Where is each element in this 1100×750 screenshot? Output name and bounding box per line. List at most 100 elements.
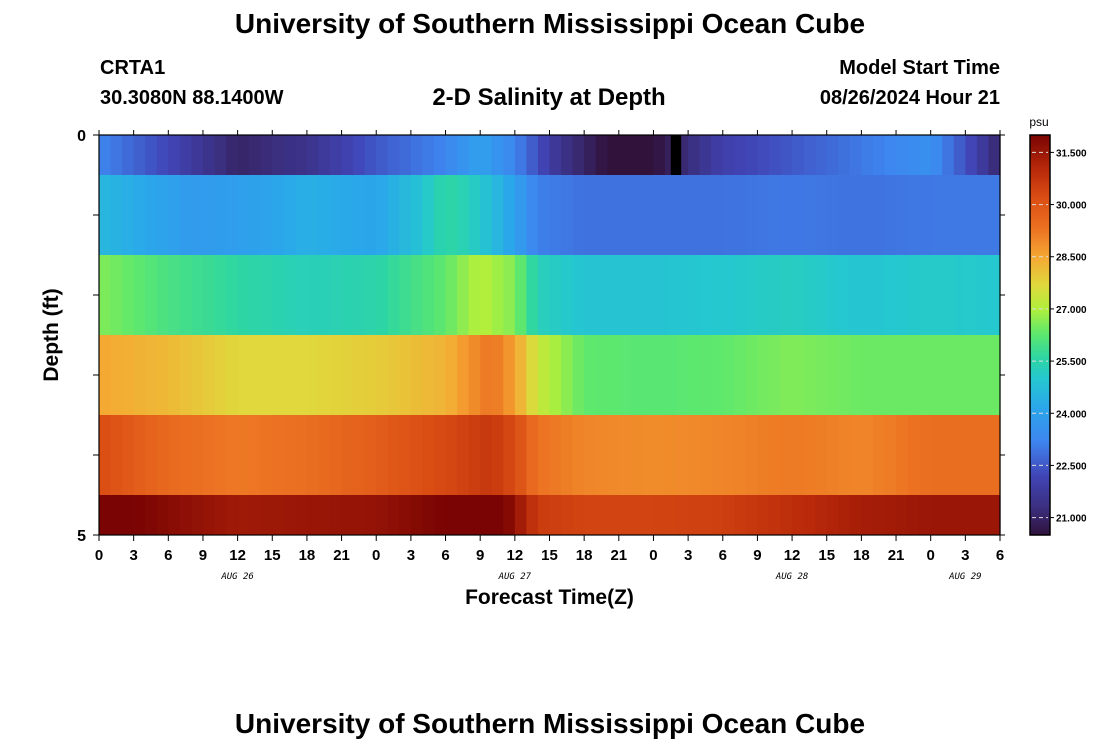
x-tick-label: 18 (853, 547, 870, 564)
heatmap-cell (480, 175, 493, 255)
heatmap-cell (699, 415, 712, 495)
heatmap-cell (133, 135, 146, 175)
heatmap-cell (306, 175, 320, 255)
heatmap-cell (665, 495, 678, 535)
heatmap-cell (988, 255, 1001, 335)
x-date-label: AUG 26 (220, 572, 254, 582)
heatmap-cell (815, 415, 828, 495)
heatmap-cell (722, 175, 735, 255)
heatmap-cell (618, 415, 631, 495)
heatmap-cell (202, 335, 216, 415)
heatmap-cell (907, 255, 920, 335)
heatmap-cell (353, 175, 366, 255)
heatmap-cell (607, 135, 620, 175)
x-tick-label: 6 (164, 547, 172, 564)
heatmap-cell (872, 255, 886, 335)
heatmap-cell (919, 335, 932, 415)
heatmap-cell (99, 495, 112, 535)
heatmap-cell (930, 255, 943, 335)
heatmap-cell (711, 255, 724, 335)
heatmap-cell (179, 415, 193, 495)
depth-layer (99, 495, 1001, 535)
heatmap-cell (584, 415, 597, 495)
heatmap-cell (688, 335, 701, 415)
heatmap-cell (468, 135, 481, 175)
heatmap-cell (792, 255, 805, 335)
heatmap-cell (399, 495, 412, 535)
heatmap-cell (884, 255, 897, 335)
heatmap-cell (849, 495, 862, 535)
heatmap-cell (399, 255, 412, 335)
heatmap-cell (803, 175, 816, 255)
heatmap-cell (803, 135, 816, 175)
heatmap-cell (607, 415, 620, 495)
heatmap-cell (584, 495, 597, 535)
y-axis-label: Depth (ft) (40, 288, 63, 381)
x-tick-label: 15 (818, 547, 835, 564)
heatmap-cell (907, 175, 920, 255)
heatmap-cell (480, 335, 493, 415)
heatmap-cell (214, 175, 227, 255)
heatmap-cell (468, 415, 481, 495)
heatmap-cell (665, 175, 678, 255)
heatmap-cell (156, 135, 169, 175)
heatmap-cell (457, 135, 470, 175)
heatmap-cell (861, 255, 874, 335)
heatmap-cell (861, 415, 874, 495)
heatmap-cell (988, 415, 1001, 495)
heatmap-cell (387, 495, 400, 535)
x-tick-label: 0 (95, 547, 103, 564)
heatmap-cell (445, 415, 458, 495)
heatmap-cell (226, 335, 239, 415)
heatmap-cell (514, 135, 527, 175)
heatmap-cell (953, 495, 966, 535)
heatmap-cell (630, 415, 643, 495)
heatmap-cell (561, 415, 574, 495)
heatmap-cell (641, 335, 655, 415)
depth-layer (99, 175, 1001, 255)
heatmap-cell (191, 415, 204, 495)
heatmap-cell (191, 495, 204, 535)
heatmap-cell (942, 495, 955, 535)
heatmap-cell (272, 415, 285, 495)
heatmap-cell (561, 135, 574, 175)
heatmap-cell (849, 255, 862, 335)
heatmap-cell (745, 175, 759, 255)
x-tick-label: 21 (888, 547, 905, 564)
heatmap-cell (399, 415, 412, 495)
heatmap-cell (526, 175, 539, 255)
heatmap-cell (526, 415, 539, 495)
heatmap-cell (283, 255, 296, 335)
heatmap-cell (110, 255, 123, 335)
heatmap-cell (99, 415, 112, 495)
heatmap-cell (179, 335, 193, 415)
heatmap-cell (780, 255, 793, 335)
heatmap-cell (549, 135, 562, 175)
heatmap-cell (792, 335, 805, 415)
heatmap-cell (815, 255, 828, 335)
heatmap-cell (353, 415, 366, 495)
heatmap-cell (826, 255, 839, 335)
heatmap-cell (168, 495, 181, 535)
colorbar-tick-label: 27.000 (1056, 305, 1087, 316)
heatmap-cell (872, 495, 886, 535)
depth-layer (99, 335, 1001, 415)
heatmap-cell (595, 495, 608, 535)
heatmap-cell (826, 175, 839, 255)
heatmap-cell (537, 335, 551, 415)
heatmap-cell (260, 495, 273, 535)
x-tick-label: 21 (333, 547, 350, 564)
heatmap-cell (376, 255, 389, 335)
heatmap-cell (792, 495, 805, 535)
heatmap-cell (214, 255, 227, 335)
heatmap-cell (179, 175, 193, 255)
heatmap-cell (318, 495, 331, 535)
heatmap-cell (815, 135, 828, 175)
heatmap-cell (145, 175, 158, 255)
heatmap-cell (410, 135, 424, 175)
heatmap-cell (838, 255, 851, 335)
heatmap-cell (826, 415, 839, 495)
colorbar-unit: psu (1029, 115, 1048, 129)
x-tick-label: 6 (441, 547, 449, 564)
